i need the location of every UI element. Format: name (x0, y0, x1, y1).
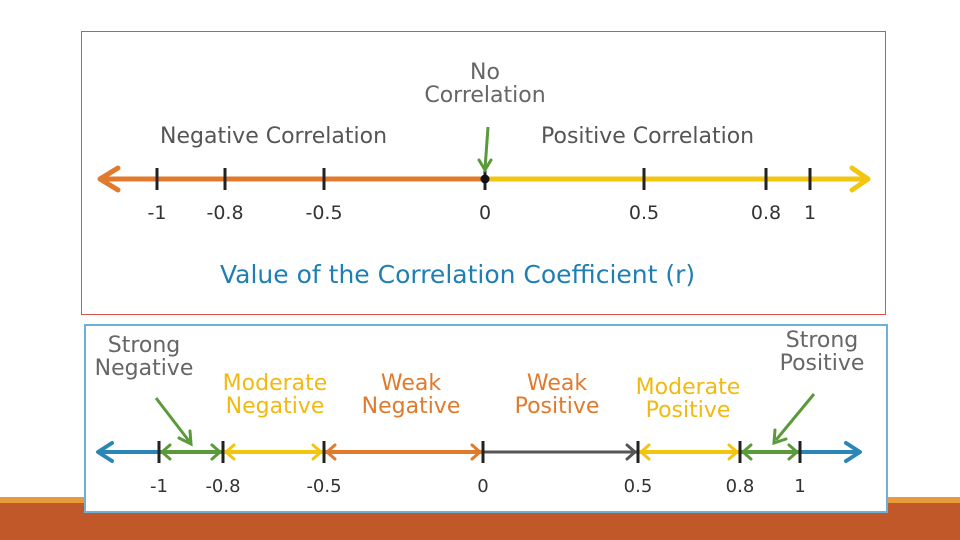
moderate-negative-line-1: Moderate (222, 371, 328, 396)
strong-positive-range-head-right (787, 443, 799, 461)
bottom-number-line (96, 393, 862, 463)
strong-positive-pointer (774, 393, 816, 441)
weak-positive-line-2: Positive (514, 394, 600, 420)
weak-negative-label: Weak Negative (356, 372, 466, 418)
right-arrowhead (849, 165, 871, 193)
strong-positive-line-1: Strong (785, 328, 859, 353)
moderate-positive-line-1: Moderate (635, 375, 741, 400)
weak-positive-range-head-right (625, 443, 637, 461)
zero-dot (480, 174, 490, 184)
tick-label: -0.8 (205, 476, 241, 497)
strong-negative-label: Strong Negative (92, 334, 196, 380)
weak-positive-line-1: Weak (526, 371, 588, 396)
moderate-negative-label: Moderate Negative (216, 372, 334, 418)
strong-positive-range-head-left (741, 443, 753, 461)
tick-label: 0.8 (750, 202, 782, 224)
negative-correlation-label: Negative Correlation (160, 124, 388, 149)
moderate-negative-range-head-right (311, 443, 323, 461)
tick-label: -0.5 (306, 476, 342, 497)
bottom-right-arrowhead (844, 441, 862, 463)
strong-negative-line-1: Strong (107, 333, 181, 358)
weak-negative-range-head-left (325, 443, 337, 461)
tick-label: 0.8 (725, 476, 755, 497)
tick-label: 0 (478, 202, 492, 224)
tick-label: 0 (477, 476, 489, 497)
tick-label: -1 (147, 202, 167, 224)
weak-negative-range-head-right (470, 443, 482, 461)
moderate-negative-range-head-left (224, 443, 236, 461)
strong-negative-line-2: Negative (94, 356, 194, 382)
tick-label: -0.8 (206, 202, 244, 224)
tick-label: -0.5 (305, 202, 343, 224)
tick-label: 0.5 (623, 476, 653, 497)
tick-label: 1 (794, 476, 806, 497)
left-arrowhead (97, 165, 121, 193)
moderate-positive-line-2: Positive (645, 398, 731, 424)
strong-negative-range-head-left (160, 443, 172, 461)
weak-negative-line-2: Negative (361, 394, 461, 420)
no-correlation-line-2: Correlation (424, 83, 546, 109)
no-correlation-line-1: No (470, 60, 500, 85)
no-correlation-pointer-head (477, 158, 493, 173)
top-number-line (97, 126, 871, 193)
tick-label: 1 (803, 202, 817, 224)
bottom-strength-panel: Strong Negative Moderate Negative Weak N… (84, 324, 888, 513)
weak-negative-line-1: Weak (380, 371, 442, 396)
bottom-left-arrowhead (96, 441, 114, 463)
positive-correlation-label: Positive Correlation (541, 124, 755, 149)
strong-positive-label: Strong Positive (772, 329, 872, 375)
no-correlation-pointer (483, 126, 490, 170)
strong-negative-range-head-right (210, 443, 222, 461)
no-correlation-label: No Correlation (415, 61, 555, 107)
moderate-positive-range-head-left (639, 443, 651, 461)
moderate-negative-line-2: Negative (225, 394, 325, 420)
top-correlation-panel: No Correlation Negative Correlation Posi… (81, 31, 886, 315)
strong-negative-pointer (154, 397, 191, 442)
moderate-positive-label: Moderate Positive (626, 376, 750, 422)
tick-label: 0.5 (628, 202, 660, 224)
strong-negative-pointer-head (177, 429, 193, 447)
moderate-positive-range-head-right (727, 443, 739, 461)
tick-label: -1 (150, 476, 168, 497)
strong-positive-line-2: Positive (779, 351, 865, 377)
strong-positive-pointer-head (772, 428, 788, 446)
weak-positive-label: Weak Positive (504, 372, 610, 418)
axis-title: Value of the Correlation Coefficient (r) (220, 260, 696, 289)
